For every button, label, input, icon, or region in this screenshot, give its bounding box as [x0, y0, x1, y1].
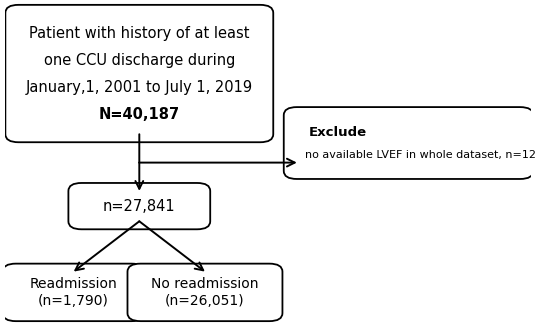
Text: no available LVEF in whole dataset, n=12,346: no available LVEF in whole dataset, n=12…	[305, 150, 536, 160]
FancyBboxPatch shape	[69, 183, 210, 229]
FancyBboxPatch shape	[128, 264, 282, 321]
Text: Patient with history of at least: Patient with history of at least	[29, 25, 250, 40]
Text: N=40,187: N=40,187	[99, 107, 180, 122]
Text: one CCU discharge during: one CCU discharge during	[43, 52, 235, 67]
Text: (n=26,051): (n=26,051)	[165, 294, 245, 308]
Text: n=27,841: n=27,841	[103, 199, 176, 214]
Text: No readmission: No readmission	[151, 277, 259, 291]
Text: Readmission: Readmission	[30, 277, 117, 291]
FancyBboxPatch shape	[284, 107, 533, 179]
FancyBboxPatch shape	[3, 264, 145, 321]
FancyBboxPatch shape	[5, 5, 273, 142]
Text: (n=1,790): (n=1,790)	[38, 294, 109, 308]
Text: Exclude: Exclude	[308, 126, 367, 140]
Text: January,1, 2001 to July 1, 2019: January,1, 2001 to July 1, 2019	[26, 80, 253, 95]
